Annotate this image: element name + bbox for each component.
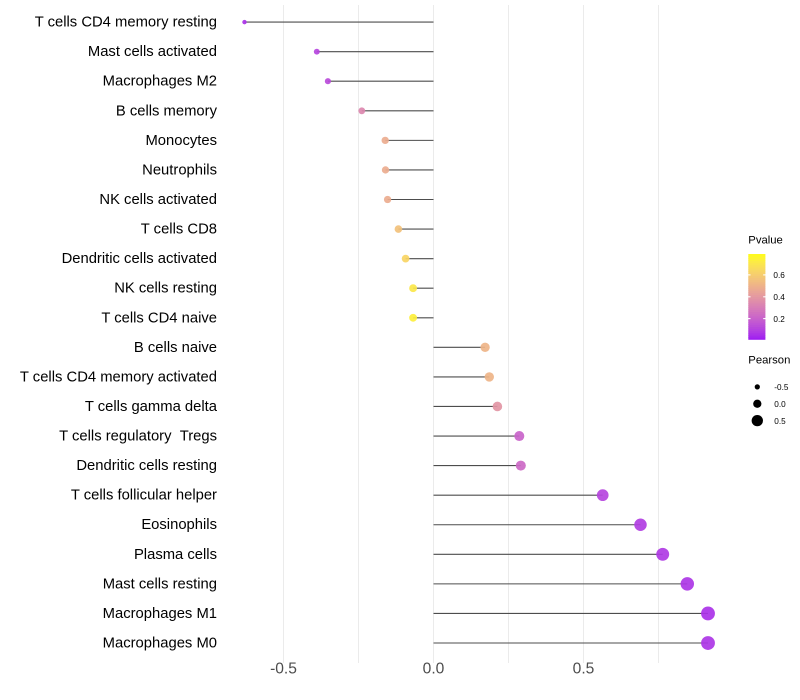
svg-text:-0.5: -0.5 — [774, 383, 789, 392]
svg-text:Monocytes: Monocytes — [145, 133, 217, 149]
svg-text:B cells naive: B cells naive — [134, 340, 217, 356]
svg-text:T cells CD4 naive: T cells CD4 naive — [101, 310, 217, 326]
svg-text:T cells follicular helper: T cells follicular helper — [71, 488, 217, 504]
svg-text:0.0: 0.0 — [774, 400, 786, 409]
svg-text:Pvalue: Pvalue — [748, 235, 783, 247]
svg-text:NK cells activated: NK cells activated — [99, 192, 217, 208]
svg-text:0.6: 0.6 — [773, 271, 785, 280]
svg-text:Macrophages M0: Macrophages M0 — [103, 636, 217, 652]
svg-text:0.5: 0.5 — [573, 661, 595, 678]
svg-text:Mast cells activated: Mast cells activated — [88, 44, 217, 60]
svg-text:Macrophages M1: Macrophages M1 — [103, 606, 217, 622]
svg-text:Plasma cells: Plasma cells — [134, 547, 217, 563]
svg-text:-0.5: -0.5 — [270, 661, 297, 678]
svg-text:T cells CD8: T cells CD8 — [141, 222, 217, 238]
svg-text:Macrophages M2: Macrophages M2 — [103, 74, 217, 90]
svg-text:Dendritic cells resting: Dendritic cells resting — [76, 458, 217, 474]
svg-text:0.4: 0.4 — [773, 293, 785, 302]
svg-text:T cells gamma delta: T cells gamma delta — [85, 399, 218, 415]
svg-text:T cells regulatory Tregs: T cells regulatory Tregs — [59, 429, 217, 445]
svg-text:0.5: 0.5 — [774, 417, 786, 426]
svg-text:0.0: 0.0 — [423, 661, 445, 678]
svg-text:0.2: 0.2 — [773, 315, 785, 324]
svg-text:Mast cells resting: Mast cells resting — [103, 576, 217, 592]
svg-text:T cells CD4 memory activated: T cells CD4 memory activated — [20, 369, 217, 385]
svg-text:NK cells resting: NK cells resting — [114, 281, 217, 297]
svg-text:T cells CD4 memory resting: T cells CD4 memory resting — [35, 15, 217, 31]
svg-text:Dendritic cells activated: Dendritic cells activated — [62, 251, 217, 267]
svg-text:Neutrophils: Neutrophils — [142, 162, 217, 178]
svg-text:B cells memory: B cells memory — [116, 103, 218, 119]
svg-text:Pearson: Pearson — [748, 355, 790, 367]
svg-text:Eosinophils: Eosinophils — [141, 517, 217, 533]
